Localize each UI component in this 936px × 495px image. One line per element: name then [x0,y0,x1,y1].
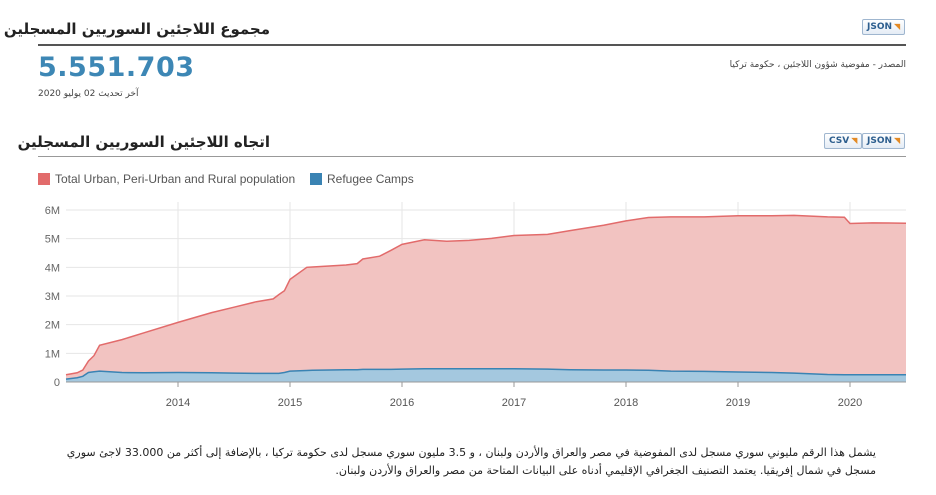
rss-icon: ◥ [851,136,858,145]
rss-icon: ◥ [894,136,901,145]
x-tick-label: 2015 [278,397,302,409]
y-tick-label: 5M [45,234,60,246]
trend-title: اتجاه اللاجئين السوريين المسجلين [17,133,270,151]
y-tick-label: 2M [45,320,60,332]
x-tick-label: 2020 [838,397,862,409]
urban-line [65,214,907,376]
x-tick-label: 2018 [614,397,638,409]
last-updated-text: آخر تحديث 02 يوليو 2020 [38,89,139,99]
y-tick-label: 3M [45,291,60,303]
legend-item-camps[interactable]: Refugee Camps [310,172,414,186]
trend-json-download-button[interactable]: JSON ◥ [862,133,906,149]
legend-swatch-camps [310,173,322,185]
y-tick-label: 1M [45,348,60,360]
page-title: مجموع اللاجئين السوريين المسجلين [3,20,270,38]
title-divider [38,44,906,46]
camps-line [65,368,906,380]
x-tick-label: 2016 [390,397,414,409]
legend-item-urban[interactable]: Total Urban, Peri-Urban and Rural popula… [38,172,295,186]
csv-download-button[interactable]: CSV ◥ [824,133,863,149]
json-button-label: JSON [867,22,893,32]
x-tick-label: 2019 [726,397,750,409]
csv-button-label: CSV [829,136,850,146]
camps-area [66,368,906,382]
description-text: يشمل هذا الرقم مليوني سوري مسجل لدى المف… [66,446,876,477]
y-tick-label: 0 [54,377,60,389]
json-download-button[interactable]: JSON ◥ [862,19,906,35]
trend-divider [38,156,906,157]
legend-swatch-urban [38,173,50,185]
urban-area [66,215,906,380]
legend-label-camps: Refugee Camps [327,172,414,186]
json-button-label: JSON [867,136,893,146]
x-tick-label: 2017 [502,397,526,409]
x-tick-label: 2014 [166,397,190,409]
total-refugees-value: 5.551.703 [38,52,195,83]
legend-label-urban: Total Urban, Peri-Urban and Rural popula… [55,172,296,186]
rss-icon: ◥ [894,22,901,31]
source-text: المصدر - مفوضية شؤون اللاجئين ، حكومة تر… [729,60,906,70]
y-tick-label: 4M [45,262,60,274]
y-tick-label: 6M [45,205,60,217]
